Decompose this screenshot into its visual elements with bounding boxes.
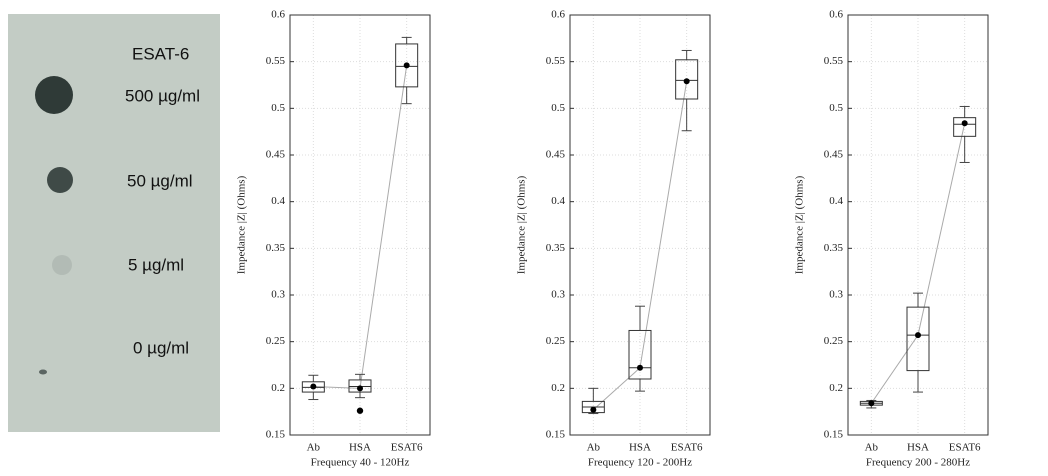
blot-membrane — [8, 14, 220, 432]
y-tick-label: 0.55 — [824, 55, 844, 67]
mean-dot — [590, 406, 597, 413]
y-tick-label: 0.35 — [266, 242, 286, 254]
y-tick-label: 0.55 — [546, 55, 566, 67]
x-tick-label: HSA — [907, 442, 929, 454]
box — [628, 329, 652, 380]
box — [395, 43, 419, 88]
blot-label: 0 µg/ml — [133, 338, 189, 357]
y-tick-label: 0.2 — [271, 382, 285, 394]
box — [675, 59, 699, 100]
x-tick-label: HSA — [629, 442, 651, 454]
mean-dot — [915, 332, 921, 339]
y-tick-label: 0.25 — [546, 335, 566, 347]
y-tick-label: 0.5 — [271, 102, 285, 114]
plot-frame — [289, 14, 431, 436]
y-tick-label: 0.6 — [829, 9, 843, 21]
y-tick-label: 0.55 — [266, 55, 286, 67]
mean-dot — [403, 62, 410, 69]
plot-frame — [847, 14, 989, 436]
blot-label: 500 µg/ml — [125, 86, 200, 105]
x-axis-label: Frequency 200 - 280Hz — [866, 457, 970, 469]
y-tick-label: 0.4 — [271, 195, 285, 207]
outlier — [356, 407, 364, 414]
y-tick-label: 0.35 — [546, 242, 566, 254]
y-tick-label: 0.15 — [824, 429, 844, 441]
y-tick-label: 0.15 — [546, 429, 566, 441]
y-tick-label: 0.5 — [551, 102, 565, 114]
y-tick-label: 0.2 — [551, 382, 565, 394]
y-tick-label: 0.2 — [829, 382, 843, 394]
x-tick-label: Ab — [587, 442, 601, 454]
mean-dot — [637, 364, 643, 371]
y-tick-label: 0.45 — [546, 149, 566, 161]
y-tick-label: 0.45 — [824, 149, 844, 161]
y-tick-label: 0.3 — [271, 289, 285, 301]
x-tick-label: ESAT6 — [391, 442, 423, 454]
x-tick-label: Ab — [865, 442, 879, 454]
blot-dot — [35, 76, 73, 114]
blot-title: ESAT-6 — [132, 44, 189, 63]
y-tick-label: 0.6 — [271, 9, 285, 21]
y-tick-label: 0.3 — [829, 289, 843, 301]
plot-frame — [569, 14, 711, 436]
box — [906, 306, 930, 372]
x-tick-label: Ab — [307, 442, 321, 454]
y-tick-label: 0.35 — [824, 242, 844, 254]
blot-label: 5 µg/ml — [128, 255, 184, 274]
mean-dot — [683, 78, 690, 85]
x-axis-label: Frequency 40 - 120Hz — [311, 457, 410, 469]
y-axis-label: Impedance |Z| (Ohms) — [794, 175, 806, 274]
y-axis-label: Impedance |Z| (Ohms) — [236, 175, 248, 274]
box — [953, 117, 977, 137]
y-tick-label: 0.15 — [266, 429, 286, 441]
x-tick-label: ESAT6 — [671, 442, 703, 454]
mean-dot — [961, 120, 968, 127]
mean-dot — [868, 400, 875, 407]
y-tick-label: 0.3 — [551, 289, 565, 301]
blot-dot — [52, 255, 72, 275]
y-tick-label: 0.6 — [551, 9, 565, 21]
y-tick-label: 0.4 — [551, 195, 565, 207]
y-axis-label: Impedance |Z| (Ohms) — [516, 175, 528, 274]
y-tick-label: 0.4 — [829, 195, 843, 207]
y-tick-label: 0.25 — [266, 335, 286, 347]
blot-dot — [47, 167, 73, 193]
blot-label: 50 µg/ml — [127, 171, 193, 190]
blot-dot — [39, 369, 47, 375]
x-tick-label: HSA — [349, 442, 371, 454]
x-axis-label: Frequency 120 - 200Hz — [588, 457, 692, 469]
mean-dot — [357, 385, 363, 392]
mean-dot — [310, 383, 317, 390]
x-tick-label: ESAT6 — [949, 442, 981, 454]
y-tick-label: 0.25 — [824, 335, 844, 347]
y-tick-label: 0.45 — [266, 149, 286, 161]
y-tick-label: 0.5 — [829, 102, 843, 114]
